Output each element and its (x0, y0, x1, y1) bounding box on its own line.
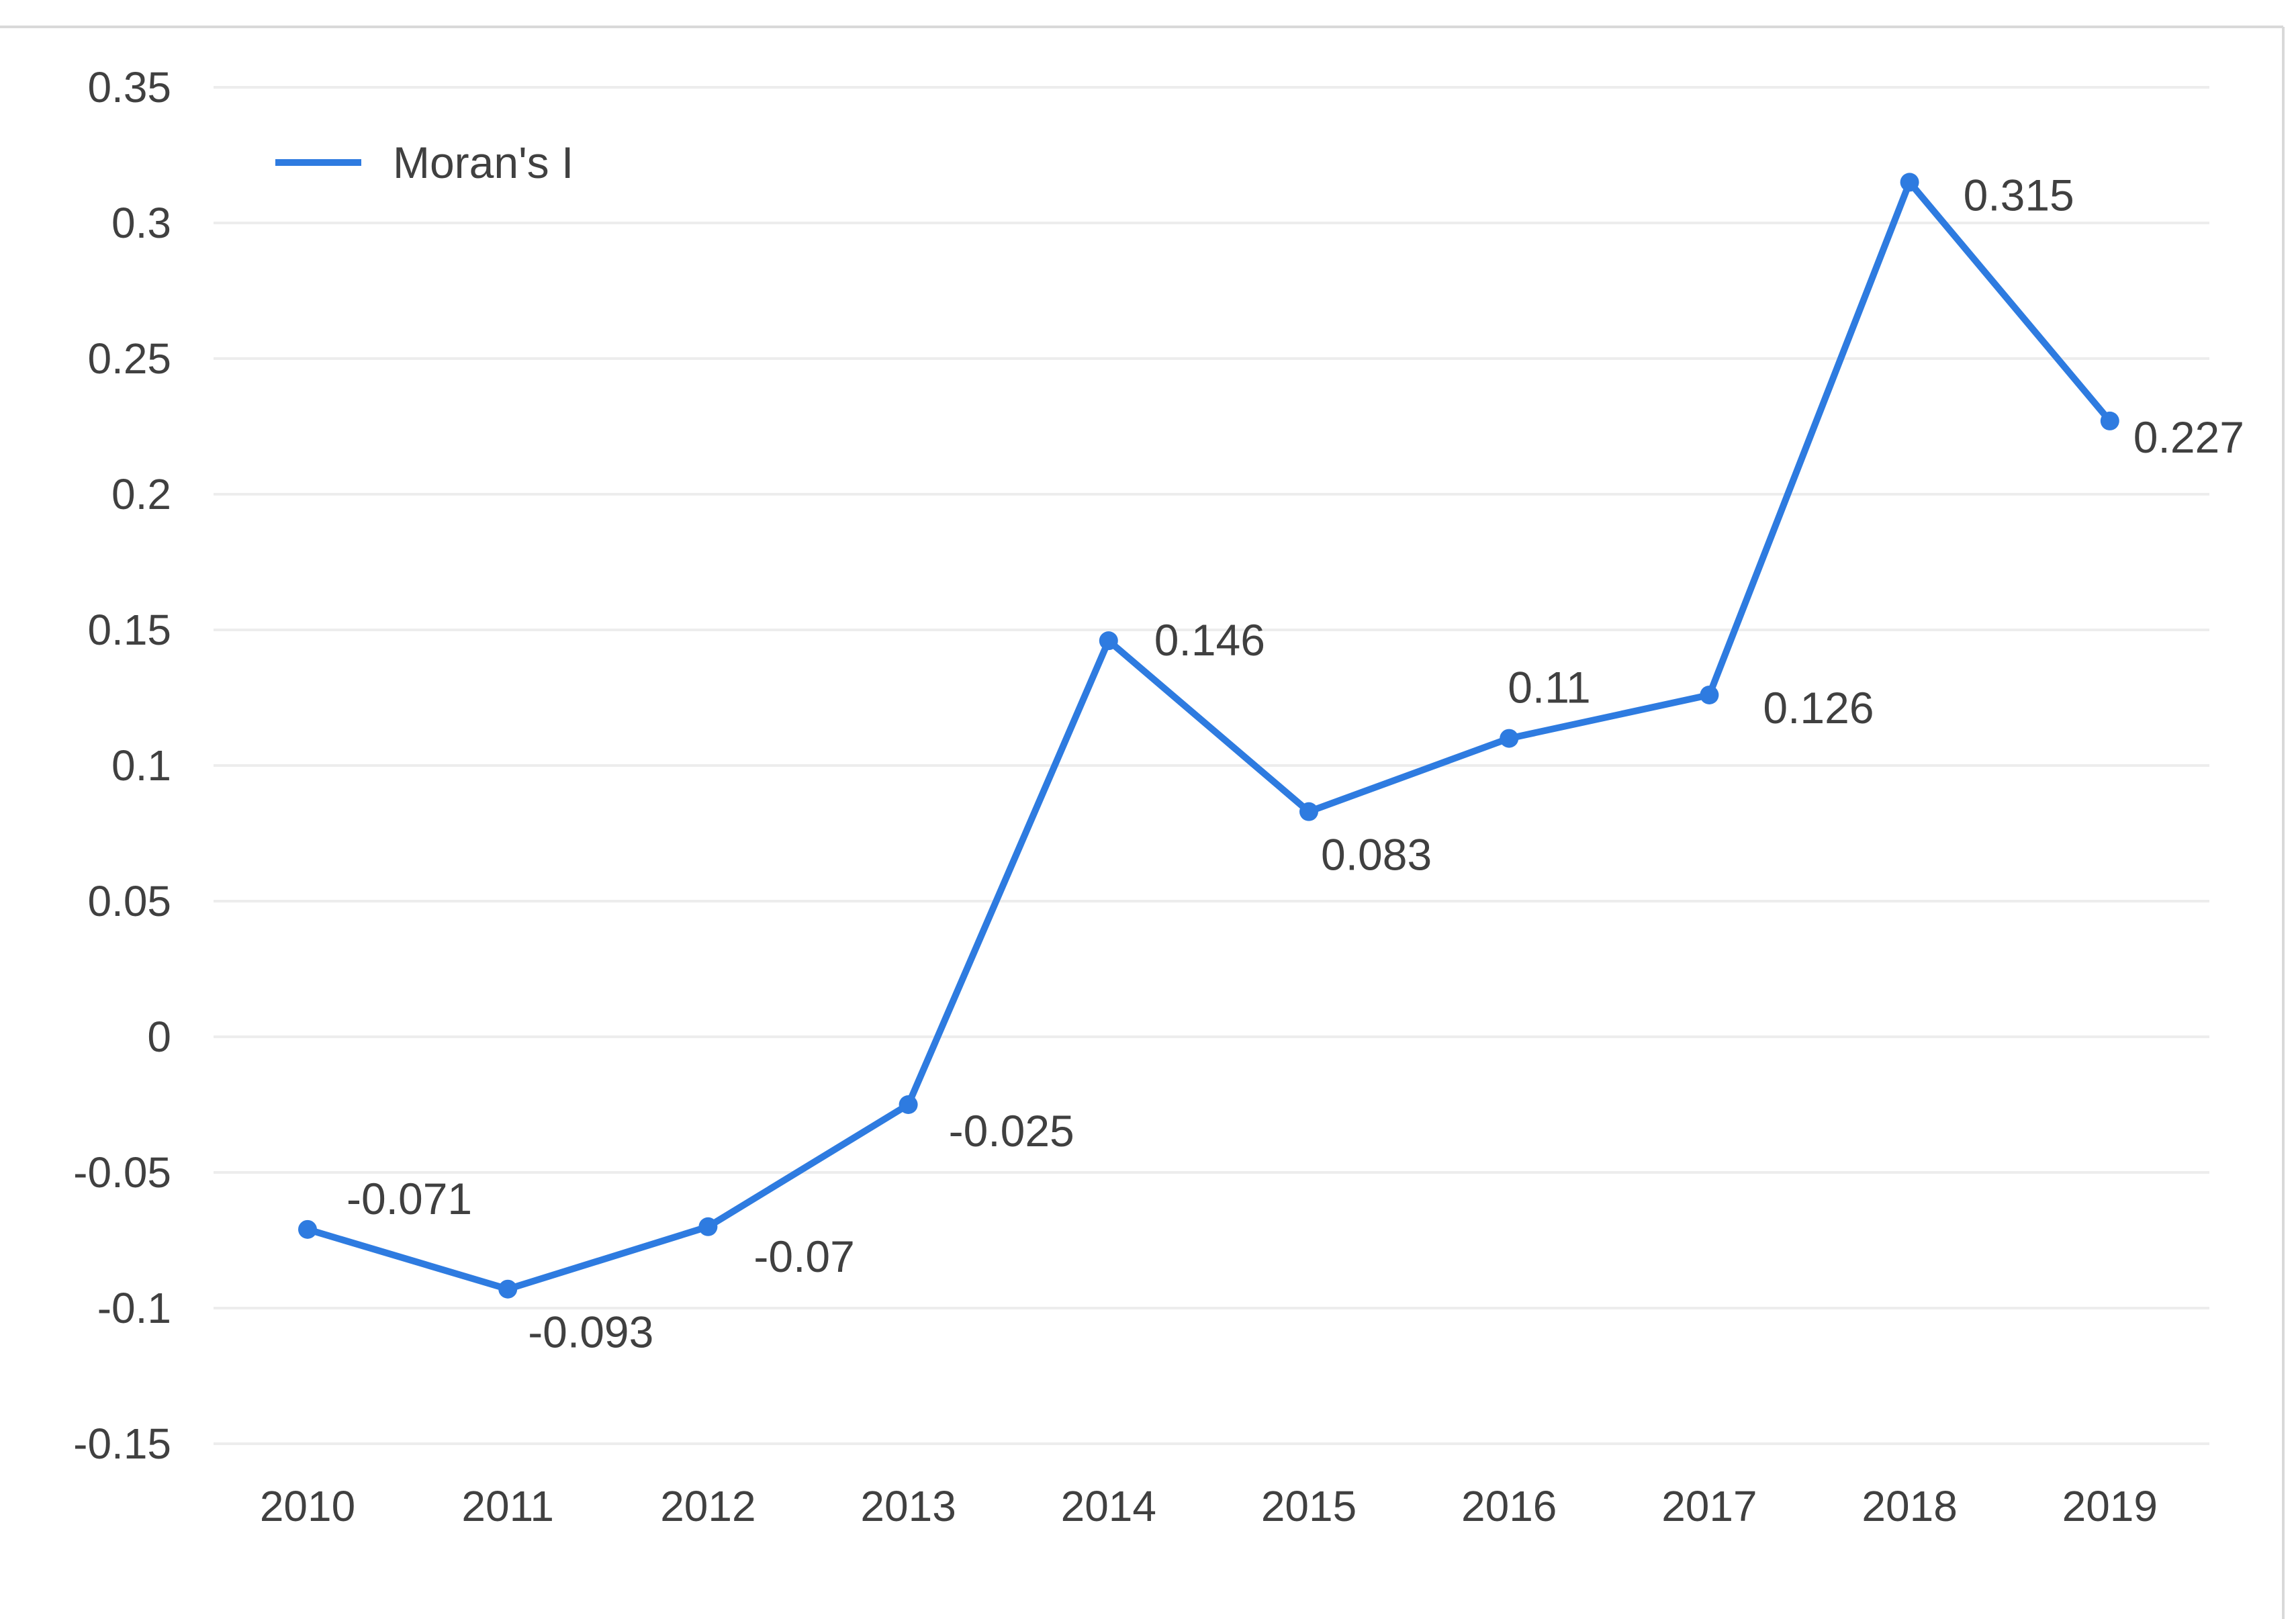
data-point (1500, 729, 1519, 748)
legend-label: Moran's I (393, 138, 573, 187)
y-tick-label: -0.1 (97, 1284, 171, 1332)
series-line (304, 179, 2113, 1293)
x-axis-tick-labels: 2010 2011 2012 2013 2014 2015 2016 2017 2018 2019 (260, 1482, 2158, 1530)
y-tick-label: 0.2 (111, 470, 171, 518)
y-tick-label: 0.05 (87, 877, 171, 925)
y-tick-label: 0.15 (87, 606, 171, 654)
x-tick-label: 2014 (1061, 1482, 1156, 1530)
data-point (2100, 411, 2119, 430)
y-tick-label: -0.05 (73, 1148, 171, 1197)
data-point (1900, 173, 1919, 192)
y-tick-label: 0.1 (111, 741, 171, 790)
data-point (1700, 685, 1719, 704)
series-morans-i: -0.071 -0.093 -0.07 -0.025 0.146 0.083 0.11 0.1… (298, 170, 2244, 1357)
data-point (498, 1279, 518, 1299)
y-tick-label: 0.25 (87, 334, 171, 383)
y-tick-label: -0.15 (73, 1420, 171, 1468)
x-tick-label: 2011 (461, 1482, 554, 1530)
data-label: 0.11 (1508, 663, 1591, 712)
legend: Moran's I (275, 138, 573, 187)
data-label: 0.083 (1321, 830, 1432, 880)
y-tick-label: 0 (147, 1013, 171, 1061)
data-label: -0.071 (347, 1174, 472, 1223)
x-tick-label: 2018 (1862, 1482, 1957, 1530)
data-label: -0.025 (949, 1106, 1074, 1156)
data-label: 0.227 (2133, 412, 2244, 462)
data-point (298, 1219, 317, 1239)
x-tick-label: 2016 (1461, 1482, 1557, 1530)
data-point (899, 1095, 918, 1114)
gridlines (214, 86, 2209, 1445)
y-axis-tick-labels: 0.35 0.3 0.25 0.2 0.15 0.1 0.05 0 -0.05 -0.1 -0.15 (73, 63, 171, 1468)
data-label: 0.146 (1154, 615, 1265, 665)
x-tick-label: 2013 (860, 1482, 956, 1530)
data-point (1299, 802, 1318, 821)
y-tick-label: 0.3 (111, 199, 171, 247)
data-label: -0.07 (753, 1232, 854, 1281)
data-point (698, 1217, 718, 1236)
x-tick-label: 2010 (260, 1482, 355, 1530)
data-label: -0.093 (528, 1307, 653, 1357)
x-tick-label: 2019 (2062, 1482, 2158, 1530)
x-tick-label: 2017 (1661, 1482, 1757, 1530)
data-label: 0.126 (1763, 683, 1874, 733)
x-tick-label: 2012 (660, 1482, 755, 1530)
y-tick-label: 0.35 (87, 63, 171, 111)
data-label: 0.315 (1964, 170, 2074, 220)
data-point (1099, 631, 1118, 651)
x-tick-label: 2015 (1261, 1482, 1357, 1530)
